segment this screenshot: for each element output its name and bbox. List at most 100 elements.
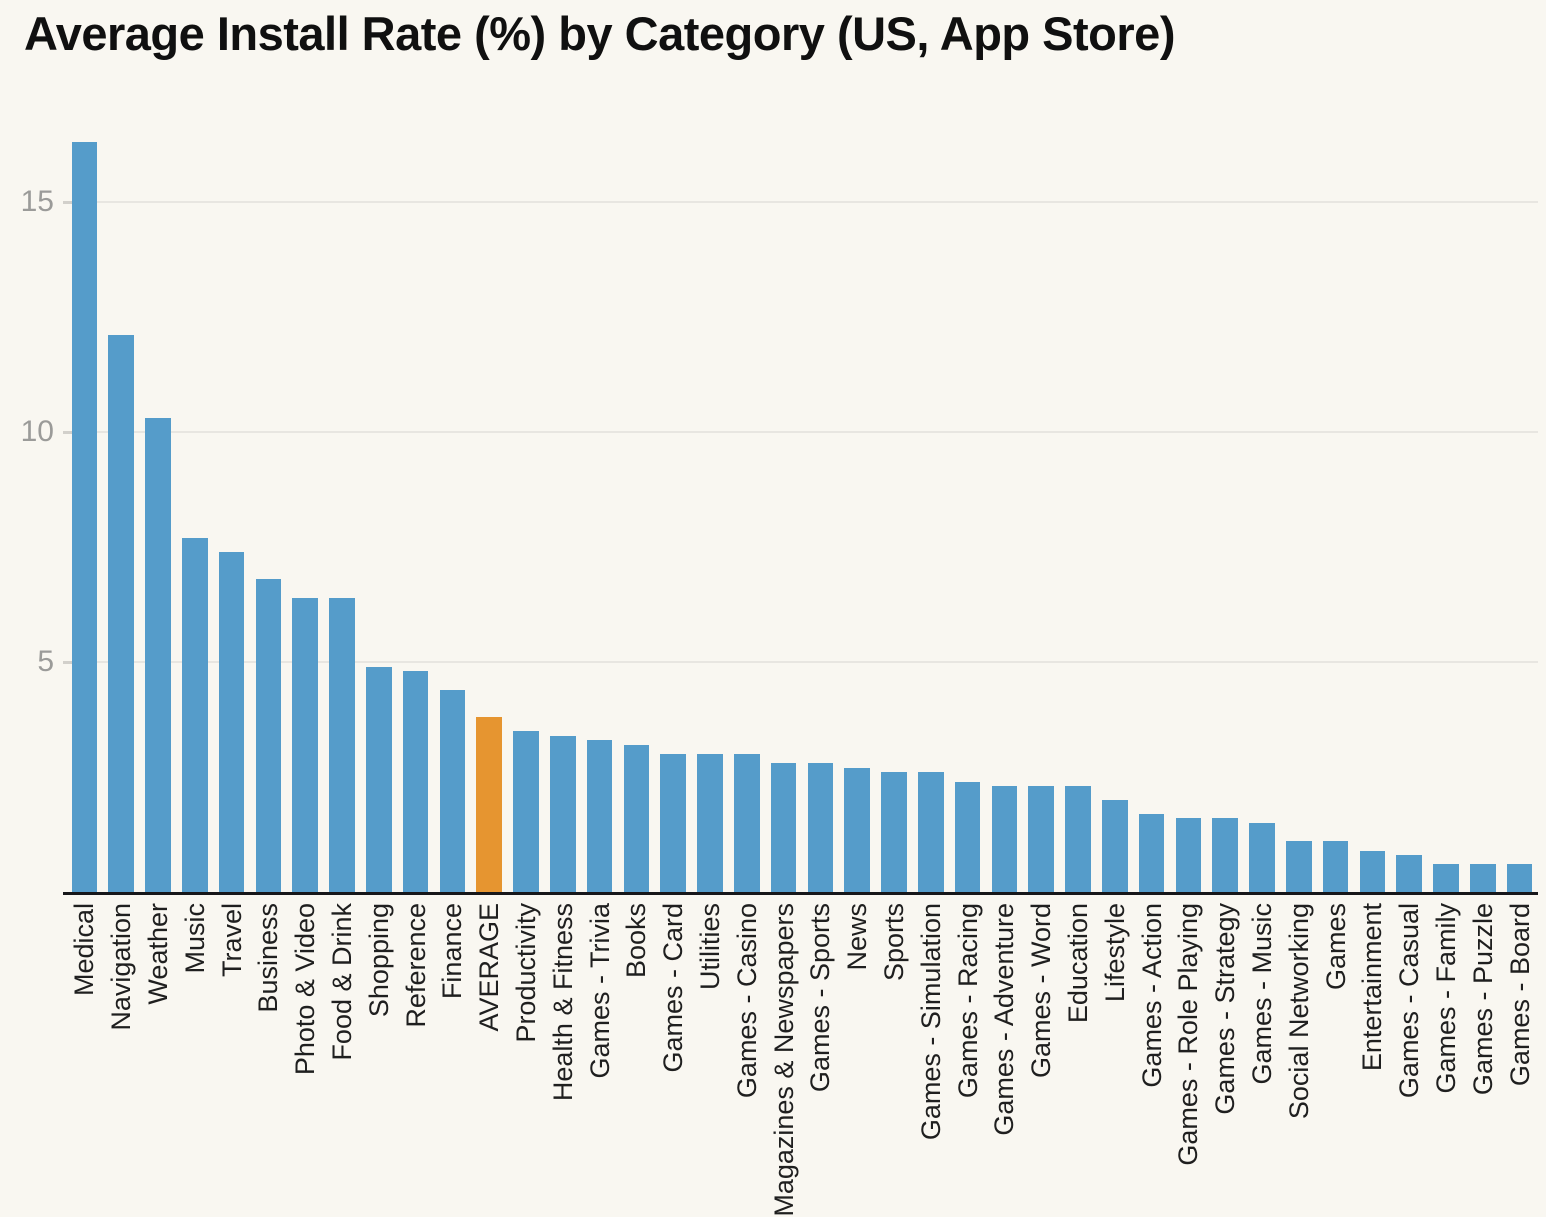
bar [1028,786,1054,892]
x-axis-label: AVERAGE [474,903,504,1032]
x-axis-label: Magazines & Newspapers [769,903,799,1217]
x-axis-label: Health & Fitness [548,903,578,1101]
bar [255,579,282,892]
bar [108,335,134,892]
x-axis-label: Entertainment [1357,903,1387,1071]
x-axis-label: Travel [217,903,247,977]
x-axis-label-text: Navigation [106,903,137,1031]
bar [366,666,392,892]
x-axis-label: Games - Music [1247,903,1277,1085]
bar [1249,823,1275,892]
bar [182,537,208,892]
bar [1175,818,1202,892]
x-axis-label: Navigation [106,903,136,1031]
x-axis-label: Productivity [511,903,541,1043]
bar [1359,850,1386,892]
x-axis-label: Games - Strategy [1210,903,1240,1115]
y-gridline [63,431,1538,433]
bar-average-highlight [476,717,502,892]
y-tick-mark [63,660,73,664]
x-axis-label-text: Health & Fitness [547,903,578,1102]
x-axis-label-text: Games - Word [1026,903,1057,1079]
bar [439,689,466,892]
x-axis-label-text: Social Networking [1283,903,1314,1120]
bar [697,754,723,892]
chart-title: Average Install Rate (%) by Category (US… [24,7,1175,60]
y-tick-mark [63,200,73,204]
bar [660,754,686,892]
x-axis-label: Games - Action [1137,903,1167,1088]
x-axis-label-text: Entertainment [1357,903,1388,1072]
x-axis-label: Games - Card [658,903,688,1073]
x-axis-label: Photo & Video [290,903,320,1075]
x-axis-label: Finance [437,903,467,999]
x-axis-label: Games - Role Playing [1173,903,1203,1166]
bar [954,781,981,892]
bar [586,740,613,892]
x-axis-label: Games - Racing [953,903,983,1098]
x-axis-label-text: Games [1320,903,1351,991]
x-axis-label-text: Books [621,903,652,979]
x-axis-label: Games - Puzzle [1468,903,1498,1095]
x-axis-label-text: Games - Role Playing [1173,903,1204,1166]
x-axis-label-text: Games - Music [1247,903,1277,1085]
bar [881,772,907,892]
x-axis-label: Weather [143,903,173,1005]
x-axis-label-text: Productivity [511,903,541,1043]
bar [329,597,355,892]
x-axis-label: Sports [879,903,909,981]
bar [918,772,944,892]
bar [513,731,539,892]
x-axis-line [63,892,1538,895]
x-axis-label: Education [1063,903,1093,1023]
x-axis-label: Games [1321,903,1351,990]
x-axis-label: Social Networking [1284,903,1314,1119]
x-axis-label: Music [180,903,210,974]
bar [1065,786,1091,892]
x-axis-label-text: Games - Family [1431,903,1461,1094]
bar [71,142,98,892]
y-tick-label: 5 [37,645,54,678]
x-axis-label-text: Games - Action [1136,903,1167,1088]
x-axis-label: Games - Casual [1394,903,1424,1098]
x-axis-label: Games - Board [1505,903,1535,1086]
x-axis-label: Food & Drink [327,903,357,1061]
bar [1212,818,1238,892]
y-tick-label: 10 [20,415,54,448]
bar [1138,813,1165,892]
x-axis-label-text: Music [179,903,210,974]
x-axis-label-text: Sports [879,903,909,982]
bar [1470,864,1496,892]
bar [1286,841,1312,892]
y-gridline [63,661,1538,663]
x-axis-label: Games - Trivia [585,903,615,1079]
x-axis-label-text: AVERAGE [474,903,505,1032]
bar [770,763,797,892]
x-axis-label: Lifestyle [1100,903,1130,1002]
x-axis-label: Reference [401,903,431,1028]
bar [145,418,171,892]
x-axis-label-text: Photo & Video [290,903,321,1076]
x-axis-label: Shopping [364,903,394,1017]
bar [623,744,650,892]
x-axis-label-text: Games - Strategy [1210,903,1241,1115]
x-axis-label: Business [253,903,283,1013]
bar [402,671,429,892]
x-axis-label: Utilities [695,903,725,990]
bar [991,786,1018,892]
x-axis-label-text: Games - Trivia [584,903,615,1079]
x-axis-label-text: Education [1063,903,1093,1024]
x-axis-label-text: Games - Puzzle [1467,903,1498,1096]
x-axis-label-text: Games - Adventure [989,903,1020,1136]
x-axis-label-text: Games - Casino [731,903,762,1099]
bar [1506,864,1533,892]
x-axis-label-text: Games - Sports [805,903,836,1093]
x-axis-label-text: Finance [437,903,468,1000]
bar [1396,855,1422,892]
x-axis-label-text: Games - Card [658,903,689,1073]
x-axis-label-text: Lifestyle [1099,903,1130,1003]
x-axis-label-text: Games - Simulation [915,903,946,1141]
x-axis-label-text: Food & Drink [327,903,357,1061]
